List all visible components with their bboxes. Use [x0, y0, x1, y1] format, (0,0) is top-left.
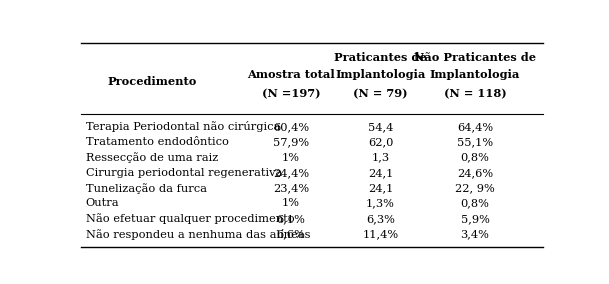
- Text: 1,3: 1,3: [371, 153, 390, 162]
- Text: 60,4%: 60,4%: [273, 122, 309, 132]
- Text: 57,9%: 57,9%: [273, 137, 309, 147]
- Text: Amostra total: Amostra total: [247, 69, 335, 80]
- Text: 1%: 1%: [282, 199, 300, 208]
- Text: 62,0: 62,0: [368, 137, 393, 147]
- Text: 55,1%: 55,1%: [457, 137, 493, 147]
- Text: 64,4%: 64,4%: [457, 122, 493, 132]
- Text: Ressecção de uma raiz: Ressecção de uma raiz: [85, 152, 218, 163]
- Text: 1,3%: 1,3%: [366, 199, 395, 208]
- Text: Terapia Periodontal não cirúrgica: Terapia Periodontal não cirúrgica: [85, 121, 280, 132]
- Text: Tratamento endodôntico: Tratamento endodôntico: [85, 137, 228, 147]
- Text: Implantologia: Implantologia: [430, 69, 520, 80]
- Text: 24,1: 24,1: [368, 183, 393, 193]
- Text: 24,1: 24,1: [368, 168, 393, 178]
- Text: 6,1%: 6,1%: [276, 214, 305, 224]
- Text: Procedimento: Procedimento: [107, 76, 196, 87]
- Text: 6,3%: 6,3%: [366, 214, 395, 224]
- Text: (N =197): (N =197): [261, 89, 320, 100]
- Text: Implantologia: Implantologia: [336, 69, 426, 80]
- Text: Tunelização da furca: Tunelização da furca: [85, 183, 206, 194]
- Text: 5,9%: 5,9%: [460, 214, 490, 224]
- Text: 23,4%: 23,4%: [273, 183, 309, 193]
- Text: 11,4%: 11,4%: [362, 229, 399, 239]
- Text: 6,6%: 6,6%: [276, 229, 305, 239]
- Text: 22, 9%: 22, 9%: [455, 183, 495, 193]
- Text: Praticantes de: Praticantes de: [334, 51, 427, 62]
- Text: Cirurgia periodontal regenerativa: Cirurgia periodontal regenerativa: [85, 168, 282, 178]
- Text: 24,4%: 24,4%: [273, 168, 309, 178]
- Text: 54,4: 54,4: [368, 122, 393, 132]
- Text: 0,8%: 0,8%: [460, 153, 490, 162]
- Text: (N = 79): (N = 79): [353, 89, 408, 100]
- Text: (N = 118): (N = 118): [443, 89, 506, 100]
- Text: Outra: Outra: [85, 199, 119, 208]
- Text: 24,6%: 24,6%: [457, 168, 493, 178]
- Text: Não respondeu a nenhuma das alíneas: Não respondeu a nenhuma das alíneas: [85, 229, 310, 240]
- Text: 1%: 1%: [282, 153, 300, 162]
- Text: Não Praticantes de: Não Praticantes de: [414, 51, 536, 62]
- Text: 3,4%: 3,4%: [460, 229, 490, 239]
- Text: 0,8%: 0,8%: [460, 199, 490, 208]
- Text: Não efetuar qualquer procedimento: Não efetuar qualquer procedimento: [85, 213, 294, 224]
